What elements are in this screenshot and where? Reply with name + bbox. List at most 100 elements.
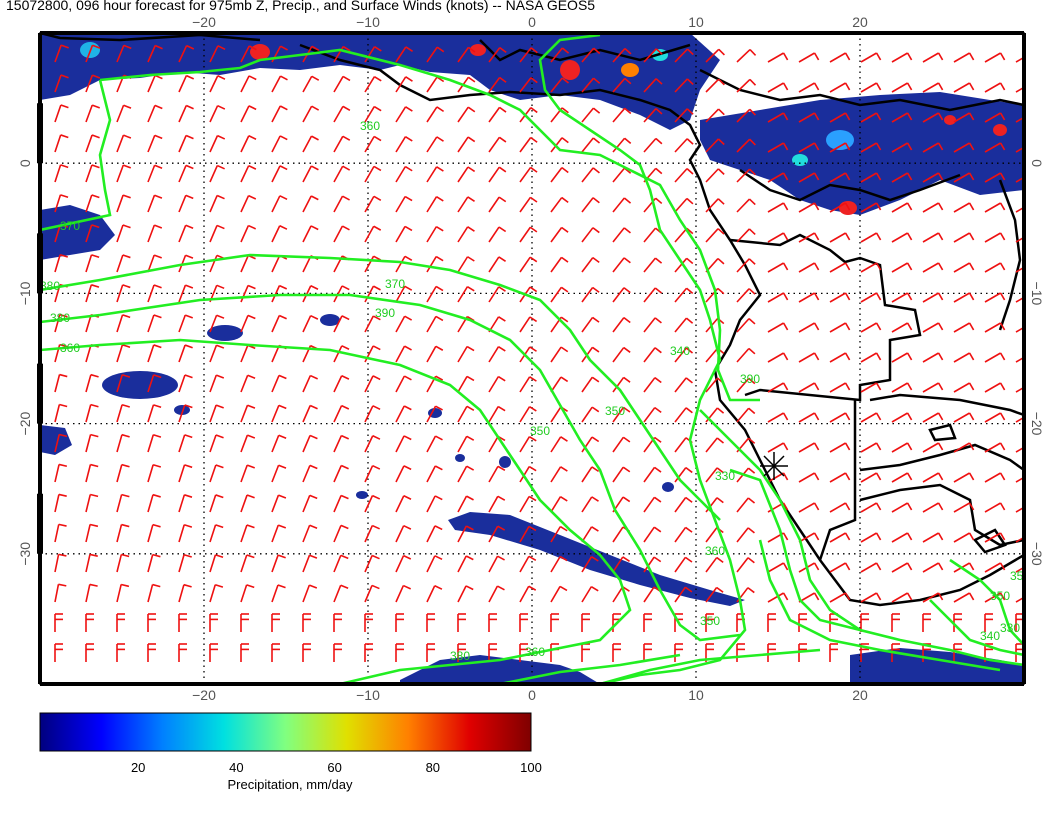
precip-cell [174,405,190,415]
wind-barb [984,562,1006,573]
wind-barb [147,523,161,543]
wind-barb [581,436,600,453]
wind-barb [426,76,445,93]
wind-barb [891,442,913,453]
contour-label: 380 [40,279,60,293]
wind-barb [147,44,163,63]
wind-barb [147,553,161,573]
wind-barb [209,75,226,93]
wind-barb [581,613,590,632]
wind-barb [705,78,725,93]
contour-line [949,558,1024,646]
wind-barb [333,165,351,183]
wind-barb [674,108,694,123]
colorbar-tick-label: 60 [327,760,341,775]
precip-cell [499,456,511,468]
wind-barb [209,194,225,213]
country-border [869,393,1024,417]
wind-barb [519,47,538,63]
wind-barb [984,202,1006,213]
wind-barb [984,82,1006,93]
wind-barb [54,194,69,213]
wind-barb [767,232,789,243]
wind-barb [178,613,187,632]
wind-barb [457,495,474,513]
wind-barb [85,104,100,123]
wind-barb [674,168,694,183]
contour-label: 390 [740,372,760,386]
wind-barb [271,464,287,483]
wind-barb [705,198,725,213]
wind-barb [302,165,319,183]
wind-barb [54,583,67,603]
wind-barb [116,104,132,123]
wind-barb [767,613,776,632]
lat-tick-label-right: 0 [1029,159,1045,167]
lat-tick-label-right: −10 [1029,282,1045,306]
wind-barb [550,436,568,453]
wind-barb [674,287,694,303]
precip-area-west-2 [40,425,72,455]
wind-barb [271,195,288,213]
wind-barb [116,643,125,662]
wind-barb [302,554,318,573]
wind-barb [395,524,412,543]
contour-line [40,338,632,684]
wind-barb [798,382,820,393]
country-border [479,39,691,62]
precip-core [250,44,270,60]
wind-barb [798,532,820,543]
wind-barb [922,112,944,123]
wind-barb [922,442,944,453]
wind-barb [271,524,287,543]
wind-barb [54,643,63,662]
wind-barb [643,466,662,483]
wind-barb [612,287,631,303]
wind-barb [147,374,162,393]
wind-barb [85,553,98,573]
wind-barb [922,502,944,513]
wind-barb [85,433,99,453]
wind-barb [426,166,444,183]
wind-barb [798,352,820,363]
colorbar-label: Precipitation, mm/day [228,777,353,792]
wind-barb [426,405,443,423]
wind-barb [457,285,475,303]
wind-barb [736,78,757,93]
wind-barb [860,172,882,183]
wind-barb [953,202,975,213]
precip-core [560,60,580,80]
wind-barb [612,47,632,63]
wind-barb [457,136,476,153]
wind-barb [953,232,975,243]
wind-barb [674,526,693,543]
wind-barb [984,412,1006,423]
contour-label: 330 [1000,621,1020,635]
colorbar-tick-label: 80 [426,760,440,775]
wind-barb [116,164,132,183]
wind-barb [395,225,413,243]
wind-barb [271,165,288,183]
west-africa-coast [299,43,1024,607]
wind-barb [798,442,820,453]
wind-barb [798,142,820,153]
wind-barb [209,434,224,453]
wind-barb [519,495,537,513]
lon-tick-label-top: −10 [356,14,380,30]
wind-barb [550,555,568,573]
wind-barb [953,142,975,153]
wind-barb [705,586,724,603]
wind-barb [426,225,444,243]
wind-barb [85,523,99,543]
wind-barb [550,226,569,243]
wind-barb [953,292,975,303]
wind-barb [54,164,69,183]
wind-barb [85,134,100,153]
wind-barb [395,255,413,273]
wind-barb [891,502,913,513]
coastlines [40,33,1024,607]
wind-barb [488,643,497,662]
wind-barb [178,404,193,423]
wind-barb [922,322,944,333]
wind-barb [395,405,412,423]
